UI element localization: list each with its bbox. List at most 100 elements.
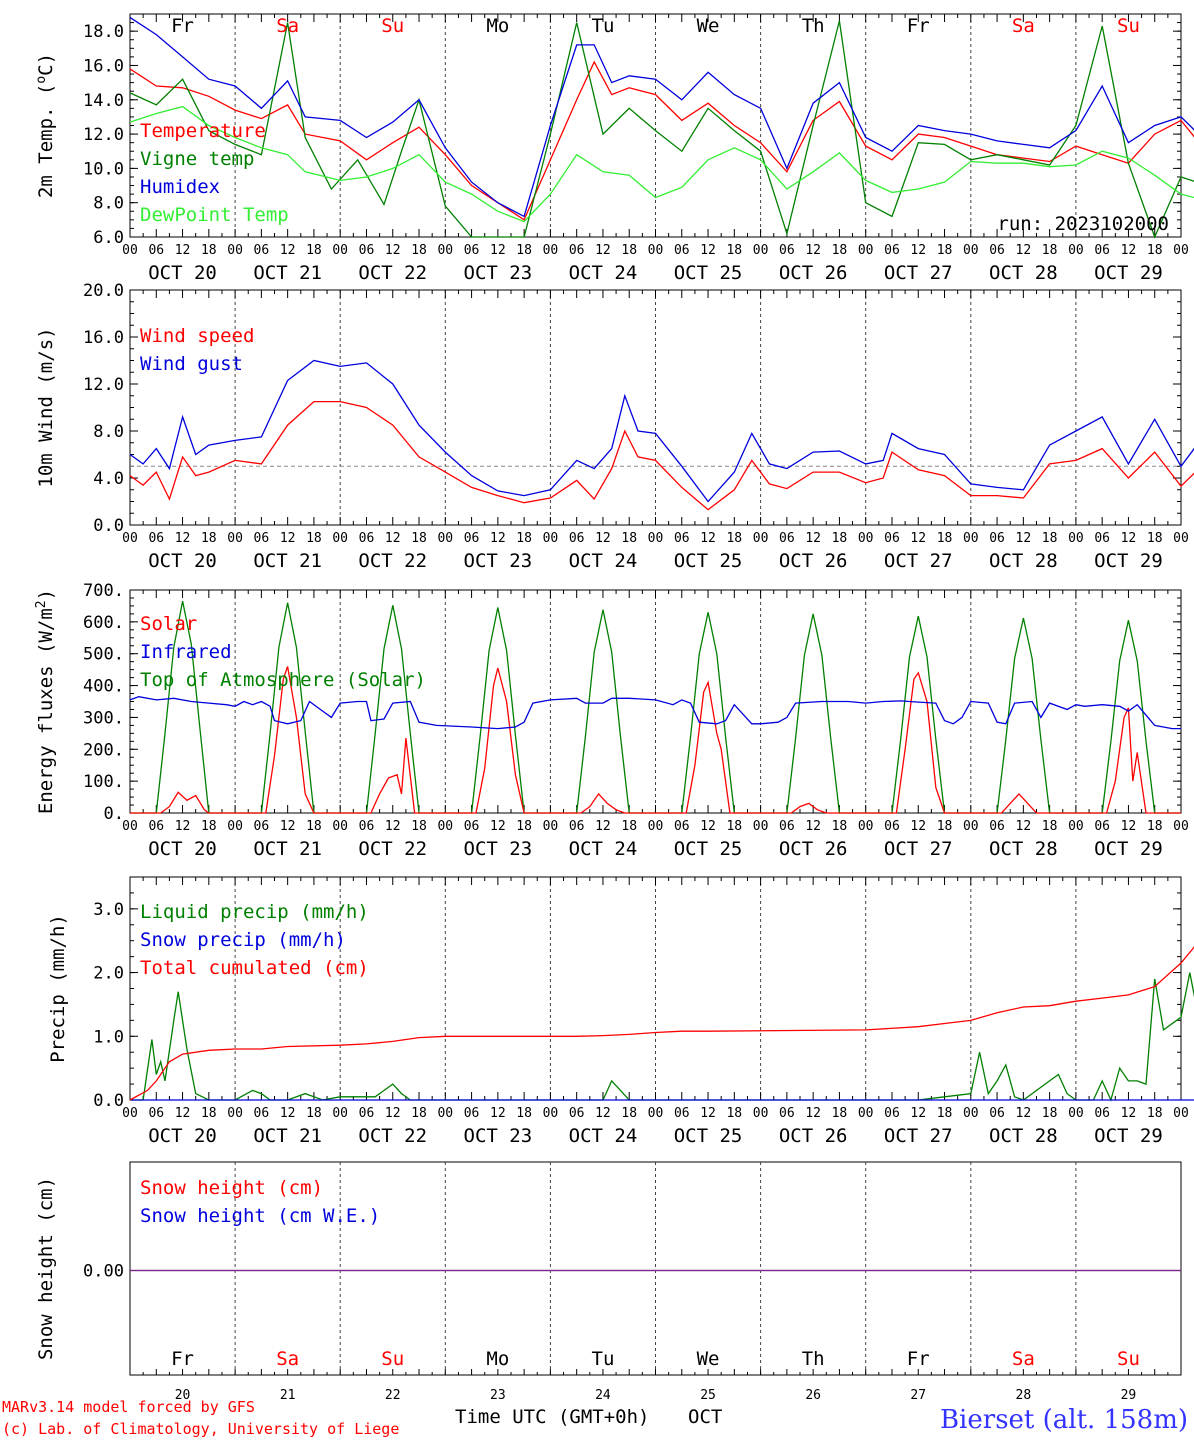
date-label: OCT 25	[674, 262, 743, 284]
x-tick-label: 00	[227, 531, 243, 546]
date-label: OCT 20	[148, 550, 217, 572]
panel-3: 00 06 12 18 00 06 12 18 00 06 12 18 00 06 12 18 00 06 12 18…	[34, 581, 1189, 860]
x-tick-label: 00	[1068, 531, 1084, 546]
x-tick-label: 00	[963, 243, 979, 258]
time-axis-month: OCT	[688, 1406, 722, 1428]
x-tick-label: 06	[779, 531, 795, 546]
x-tick-label: 00	[858, 531, 874, 546]
x-tick-label: 00	[753, 819, 769, 834]
legend-infrared: Infrared	[140, 641, 232, 663]
day-number: 24	[595, 1388, 611, 1403]
y-axis-title: Snow height (cm)	[35, 1177, 57, 1360]
weekday-label: Fr	[907, 15, 930, 37]
date-label: OCT 26	[779, 838, 848, 860]
x-tick-label: 00	[1068, 1106, 1084, 1121]
y-tick-label: 1.0	[93, 1027, 124, 1047]
date-label: OCT 23	[464, 550, 533, 572]
x-tick-label: 18	[621, 531, 637, 546]
y-tick-label: 400.	[83, 677, 124, 697]
series-wind-gust	[129, 359, 1194, 503]
y-tick-label: 300.	[83, 708, 124, 728]
date-label: OCT 28	[989, 1125, 1058, 1147]
y-axis-title: Precip (mm/h)	[47, 914, 69, 1063]
legend-dewpoint-temp: DewPoint Temp	[140, 204, 289, 226]
x-tick-label: 06	[674, 531, 690, 546]
x-tick-label: 06	[779, 819, 795, 834]
x-tick-label: 06	[359, 1106, 375, 1121]
x-tick-label: 12	[1016, 531, 1032, 546]
y-tick-label: 14.0	[83, 91, 124, 111]
x-tick-label: 06	[674, 1106, 690, 1121]
x-tick-label: 12	[385, 1106, 401, 1121]
lab-credit: (c) Lab. of Climatology, University of L…	[2, 1420, 399, 1438]
x-tick-label: 00	[648, 243, 664, 258]
x-tick-label: 00	[227, 243, 243, 258]
x-tick-label: 06	[464, 531, 480, 546]
x-tick-label: 12	[490, 531, 506, 546]
x-tick-label: 00	[332, 531, 348, 546]
x-tick-label: 00	[437, 819, 453, 834]
x-tick-label: 12	[175, 243, 191, 258]
date-label: OCT 25	[674, 550, 743, 572]
x-tick-label: 12	[805, 1106, 821, 1121]
x-tick-label: 00	[1068, 819, 1084, 834]
x-tick-label: 18	[1042, 819, 1058, 834]
x-tick-label: 18	[726, 531, 742, 546]
x-tick-label: 12	[1016, 243, 1032, 258]
weekday-label: Sa	[276, 1348, 299, 1370]
legend-liquid-precip-mm-h-: Liquid precip (mm/h)	[140, 901, 369, 923]
date-label: OCT 22	[358, 838, 427, 860]
x-tick-label: 06	[464, 819, 480, 834]
date-label: OCT 22	[358, 550, 427, 572]
y-tick-label: 10.0	[83, 159, 124, 179]
x-tick-label: 00	[227, 1106, 243, 1121]
weekday-label: Sa	[1012, 15, 1035, 37]
x-tick-label: 06	[148, 819, 164, 834]
x-tick-label: 06	[1094, 243, 1110, 258]
y-tick-label: 0.0	[93, 516, 124, 536]
x-tick-label: 06	[779, 243, 795, 258]
date-label: OCT 25	[674, 838, 743, 860]
day-number: 22	[385, 1388, 401, 1403]
date-label: OCT 29	[1094, 838, 1163, 860]
x-tick-label: 00	[963, 819, 979, 834]
y-tick-label: 4.0	[93, 469, 124, 489]
date-label: OCT 29	[1094, 550, 1163, 572]
x-tick-label: 18	[201, 1106, 217, 1121]
sq-sup: 2	[34, 600, 49, 608]
x-tick-label: 18	[937, 531, 953, 546]
x-tick-label: 18	[411, 531, 427, 546]
x-tick-label: 18	[306, 819, 322, 834]
time-axis-title: Time UTC (GMT+0h)	[455, 1406, 649, 1428]
date-label: OCT 28	[989, 550, 1058, 572]
date-label: OCT 25	[674, 1125, 743, 1147]
legend-wind-gust: Wind gust	[140, 353, 243, 375]
x-tick-label: 12	[910, 531, 926, 546]
x-tick-label: 06	[148, 1106, 164, 1121]
date-label: OCT 21	[253, 838, 322, 860]
x-tick-label: 00	[437, 243, 453, 258]
y-tick-label: 18.0	[83, 22, 124, 42]
y-tick-label: 8.0	[93, 194, 124, 214]
x-tick-label: 18	[937, 1106, 953, 1121]
x-tick-label: 06	[569, 1106, 585, 1121]
x-tick-label: 06	[254, 531, 270, 546]
x-tick-label: 18	[516, 531, 532, 546]
weekday-label: We	[697, 15, 720, 37]
date-label: OCT 26	[779, 550, 848, 572]
weekday-label: Su	[381, 1348, 404, 1370]
x-tick-label: 12	[490, 243, 506, 258]
x-tick-label: 06	[148, 243, 164, 258]
legend-snow-height-cm-w-e-: Snow height (cm W.E.)	[140, 1205, 380, 1227]
x-tick-label: 00	[753, 1106, 769, 1121]
x-tick-label: 18	[621, 1106, 637, 1121]
x-tick-label: 12	[595, 243, 611, 258]
model-credit: MARv3.14 model forced by GFS	[2, 1398, 255, 1416]
y-tick-label: 600.	[83, 613, 124, 633]
x-tick-label: 06	[569, 531, 585, 546]
x-tick-label: 00	[227, 819, 243, 834]
day-number: 23	[490, 1388, 506, 1403]
weekday-label: We	[697, 1348, 720, 1370]
weekday-label: Mo	[486, 1348, 509, 1370]
x-tick-label: 06	[1094, 819, 1110, 834]
